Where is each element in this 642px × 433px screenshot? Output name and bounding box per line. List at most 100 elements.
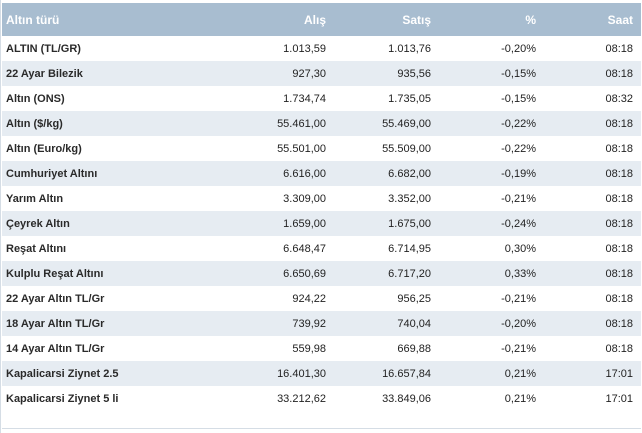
cell-sell-price: 16.657,84: [382, 367, 431, 380]
table-row: Altın (Euro/kg) 55.501,00 55.509,00 -0,22% 0…: [2, 136, 641, 161]
table-row: Cumhuriyet Altını 6.616,00 6.682,00 -0,19% 0…: [2, 161, 641, 186]
cell-change-percent: 0,30%: [504, 242, 536, 255]
cell-gold-type: ALTIN (TL/GR): [6, 42, 81, 55]
cell-gold-type: 14 Ayar Altın TL/Gr: [6, 342, 105, 355]
cell-buy-price: 927,30: [292, 67, 326, 80]
cell-change-percent: -0,21%: [501, 192, 536, 205]
cell-sell-price: 6.717,20: [388, 267, 431, 280]
cell-sell-price: 740,04: [397, 317, 431, 330]
cell-gold-type: Kapalicarsi Ziynet 5 li: [6, 392, 119, 405]
header-sell[interactable]: Satış: [402, 12, 431, 27]
cell-buy-price: 559,98: [292, 342, 326, 355]
header-change-percent[interactable]: %: [525, 12, 536, 27]
cell-buy-price: 739,92: [292, 317, 326, 330]
table-row: Altın ($/kg) 55.461,00 55.469,00 -0,22% 08:1…: [2, 111, 641, 136]
table-row: Altın (ONS) 1.734,74 1.735,05 -0,15% 08:32: [2, 86, 641, 111]
cell-buy-price: 1.659,00: [283, 217, 326, 230]
cell-time: 08:18: [605, 42, 633, 55]
cell-change-percent: -0,21%: [501, 342, 536, 355]
cell-time: 08:18: [605, 317, 633, 330]
cell-time: 08:18: [605, 342, 633, 355]
cell-change-percent: -0,21%: [501, 292, 536, 305]
cell-time: 08:18: [605, 217, 633, 230]
table-row: Yarım Altın 3.309,00 3.352,00 -0,21% 08:18: [2, 186, 641, 211]
cell-sell-price: 55.469,00: [382, 117, 431, 130]
header-time[interactable]: Saat: [607, 12, 633, 27]
table-row: 22 Ayar Altın TL/Gr 924,22 956,25 -0,21% 08:…: [2, 286, 641, 311]
cell-buy-price: 924,22: [292, 292, 326, 305]
table-row: Çeyrek Altın 1.659,00 1.675,00 -0,24% 08:18: [2, 211, 641, 236]
cell-change-percent: -0,24%: [501, 217, 536, 230]
table-header: Altın türü Alış Satış % Saat: [2, 3, 641, 36]
cell-change-percent: 0,21%: [504, 367, 536, 380]
cell-change-percent: 0,21%: [504, 392, 536, 405]
gold-prices-table: Altın türü Alış Satış % Saat ALTIN (TL/G…: [2, 3, 641, 411]
cell-sell-price: 3.352,00: [388, 192, 431, 205]
cell-sell-price: 55.509,00: [382, 142, 431, 155]
cell-time: 08:18: [605, 242, 633, 255]
table-body: ALTIN (TL/GR) 1.013,59 1.013,76 -0,20% 08:18…: [2, 36, 641, 411]
cell-sell-price: 956,25: [397, 292, 431, 305]
cell-time: 08:18: [605, 292, 633, 305]
cell-change-percent: -0,19%: [501, 167, 536, 180]
cell-sell-price: 1.675,00: [388, 217, 431, 230]
cell-gold-type: Kapalicarsi Ziynet 2.5: [6, 367, 119, 380]
cell-gold-type: Altın (ONS): [6, 92, 65, 105]
cell-change-percent: -0,22%: [501, 117, 536, 130]
cell-buy-price: 1.734,74: [283, 92, 326, 105]
table-row: 14 Ayar Altın TL/Gr 559,98 669,88 -0,21% 08:…: [2, 336, 641, 361]
cell-change-percent: 0,33%: [504, 267, 536, 280]
cell-gold-type: Yarım Altın: [6, 192, 64, 205]
cell-gold-type: Altın (Euro/kg): [6, 142, 82, 155]
cell-buy-price: 6.616,00: [283, 167, 326, 180]
cell-gold-type: Altın ($/kg): [6, 117, 63, 130]
cell-time: 08:18: [605, 192, 633, 205]
cell-change-percent: -0,20%: [501, 42, 536, 55]
cell-gold-type: 18 Ayar Altın TL/Gr: [6, 317, 105, 330]
cell-buy-price: 55.501,00: [277, 142, 326, 155]
cell-buy-price: 16.401,30: [277, 367, 326, 380]
cell-sell-price: 6.682,00: [388, 167, 431, 180]
cell-change-percent: -0,15%: [501, 92, 536, 105]
table-row: 18 Ayar Altın TL/Gr 739,92 740,04 -0,20% 08:…: [2, 311, 641, 336]
table-row: Reşat Altını 6.648,47 6.714,95 0,30% 08:18: [2, 236, 641, 261]
cell-gold-type: Reşat Altını: [6, 242, 67, 255]
cell-time: 08:32: [605, 92, 633, 105]
table-row: ALTIN (TL/GR) 1.013,59 1.013,76 -0,20% 08:18: [2, 36, 641, 61]
cell-time: 08:18: [605, 167, 633, 180]
cell-time: 08:18: [605, 67, 633, 80]
cell-time: 08:18: [605, 117, 633, 130]
cell-buy-price: 3.309,00: [283, 192, 326, 205]
cell-sell-price: 1.013,76: [388, 42, 431, 55]
cell-gold-type: Kulplu Reşat Altını: [6, 267, 104, 280]
table-row: Kulplu Reşat Altını 6.650,69 6.717,20 0,33%…: [2, 261, 641, 286]
cell-buy-price: 55.461,00: [277, 117, 326, 130]
cell-time: 17:01: [605, 392, 633, 405]
header-row: Altın türü Alış Satış % Saat: [2, 3, 641, 36]
header-gold-type[interactable]: Altın türü: [6, 12, 60, 27]
table-row: Kapalicarsi Ziynet 5 li 33.212,62 33.849,0…: [2, 386, 641, 411]
cell-sell-price: 33.849,06: [382, 392, 431, 405]
cell-gold-type: 22 Ayar Bilezik: [6, 67, 83, 80]
cell-time: 08:18: [605, 142, 633, 155]
table-row: Kapalicarsi Ziynet 2.5 16.401,30 16.657,84…: [2, 361, 641, 386]
cell-sell-price: 1.735,05: [388, 92, 431, 105]
cell-sell-price: 6.714,95: [388, 242, 431, 255]
cell-gold-type: 22 Ayar Altın TL/Gr: [6, 292, 105, 305]
cell-buy-price: 1.013,59: [283, 42, 326, 55]
cell-buy-price: 33.212,62: [277, 392, 326, 405]
cell-sell-price: 669,88: [397, 342, 431, 355]
header-buy[interactable]: Alış: [303, 12, 326, 27]
cell-time: 08:18: [605, 267, 633, 280]
cell-buy-price: 6.650,69: [283, 267, 326, 280]
table-bottom-divider: [2, 428, 641, 429]
cell-gold-type: Cumhuriyet Altını: [6, 167, 98, 180]
cell-time: 17:01: [605, 367, 633, 380]
cell-buy-price: 6.648,47: [283, 242, 326, 255]
cell-change-percent: -0,15%: [501, 67, 536, 80]
cell-change-percent: -0,22%: [501, 142, 536, 155]
table-row: 22 Ayar Bilezik 927,30 935,56 -0,15% 08:18: [2, 61, 641, 86]
cell-gold-type: Çeyrek Altın: [6, 217, 70, 230]
cell-change-percent: -0,20%: [501, 317, 536, 330]
